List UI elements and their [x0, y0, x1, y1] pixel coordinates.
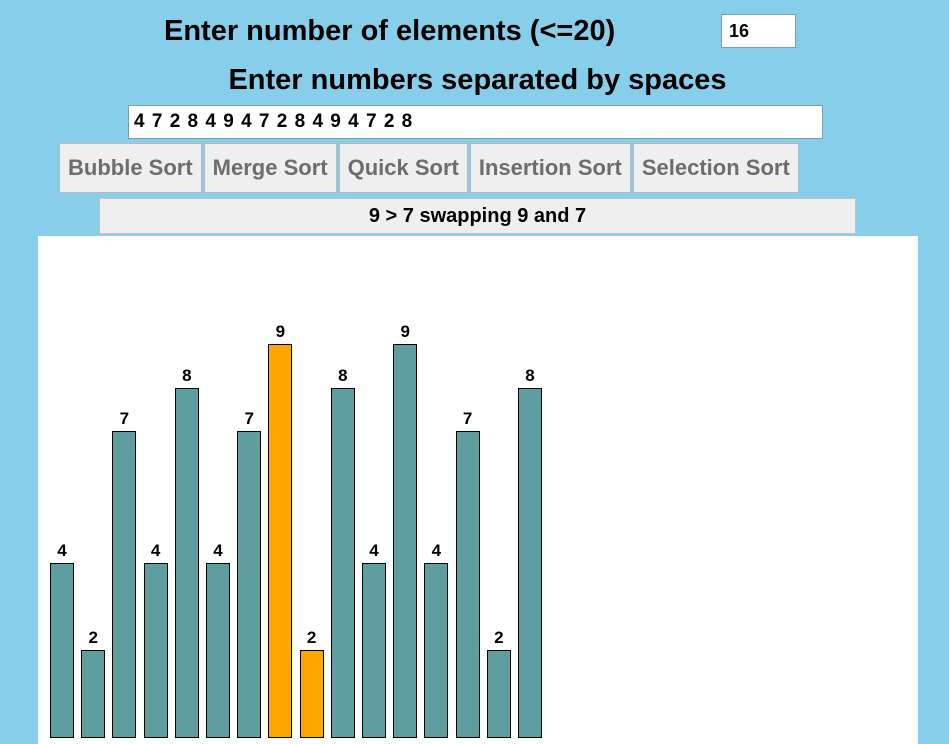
- bar: [112, 431, 137, 738]
- bar-value-label: 4: [57, 540, 67, 560]
- numbers-input[interactable]: [128, 105, 823, 139]
- bar: [393, 343, 418, 738]
- bubble-sort-button[interactable]: Bubble Sort: [59, 143, 202, 193]
- status-message: 9 > 7 swapping 9 and 7: [99, 198, 856, 234]
- bar-value-label: 2: [306, 628, 317, 648]
- bar-value-label: 8: [525, 365, 535, 385]
- bar: [268, 343, 293, 738]
- bar-value-label: 2: [88, 628, 98, 648]
- bar-value-label: 4: [431, 540, 442, 560]
- element-count-input[interactable]: [721, 14, 796, 48]
- count-prompt-label: Enter number of elements (<=20): [164, 15, 616, 47]
- bar: [237, 431, 262, 738]
- bar: [50, 562, 74, 738]
- bar: [330, 387, 355, 738]
- bar-value-label: 4: [213, 540, 223, 560]
- bar-value-label: 7: [119, 409, 130, 429]
- bar: [206, 562, 230, 738]
- sort-button-bar: Bubble Sort Merge Sort Quick Sort Insert…: [59, 143, 801, 193]
- merge-sort-button[interactable]: Merge Sort: [203, 143, 337, 193]
- insertion-sort-button[interactable]: Insertion Sort: [469, 143, 631, 193]
- bar-value-label: 7: [244, 409, 254, 429]
- bar-value-label: 9: [275, 321, 286, 341]
- numbers-prompt-label: Enter numbers separated by spaces: [228, 64, 727, 96]
- bar: [518, 387, 542, 738]
- bar: [455, 431, 480, 738]
- bar-value-label: 7: [462, 409, 473, 429]
- quick-sort-button[interactable]: Quick Sort: [338, 143, 468, 193]
- bar: [362, 562, 386, 738]
- visualization-canvas: 4 2 7 4 8 4 7 9 2 8 4 9 4 7 2 8: [38, 236, 918, 744]
- bar: [424, 562, 449, 738]
- bar: [486, 650, 511, 738]
- bar-value-label: 8: [338, 365, 348, 385]
- count-row: Enter number of elements (<=20): [0, 14, 949, 50]
- bar: [143, 562, 168, 738]
- bar-value-label: 4: [150, 540, 161, 560]
- selection-sort-button[interactable]: Selection Sort: [632, 143, 799, 193]
- bar: [174, 387, 199, 738]
- bar-value-label: 4: [369, 540, 379, 560]
- bar-value-label: 9: [400, 321, 410, 341]
- bar: [81, 650, 106, 738]
- bar: [299, 650, 324, 738]
- bar-value-label: 8: [182, 365, 192, 385]
- bar-value-label: 2: [494, 628, 504, 648]
